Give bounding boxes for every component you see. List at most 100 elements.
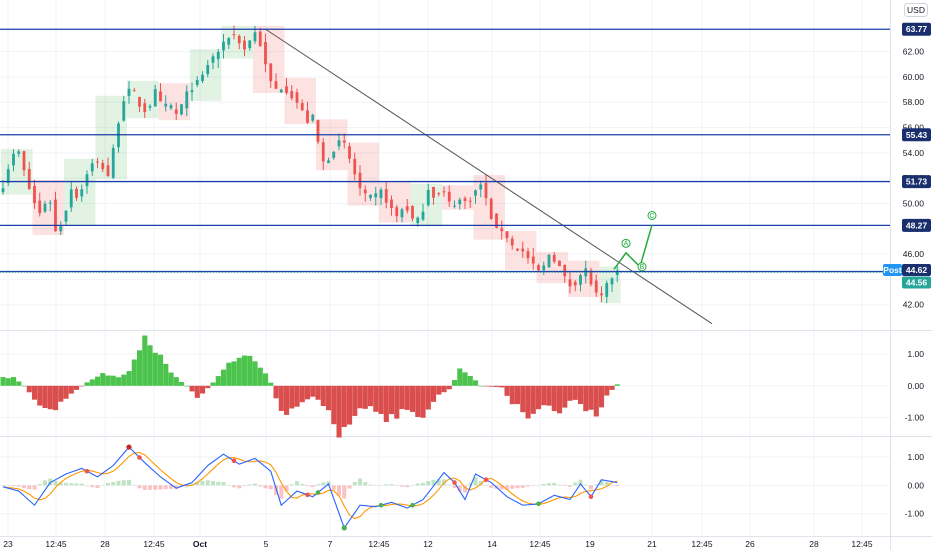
post-price-text: 44.62 [906, 265, 928, 275]
histogram-bar [147, 345, 153, 386]
candle-body [180, 104, 183, 115]
candle-body [573, 281, 577, 286]
histogram-bar [415, 385, 421, 417]
candle-body [411, 206, 414, 219]
candle-body [12, 153, 15, 166]
price-tick-label: 56.00 [903, 123, 925, 133]
wave-projection[interactable]: A B C [613, 210, 657, 272]
histogram-bar [310, 385, 316, 397]
session-box [599, 266, 621, 304]
candle-body [27, 169, 31, 189]
price-axis[interactable]: 42.0044.0046.0048.0050.0052.0054.0056.00… [903, 3, 928, 519]
candle-body [437, 193, 441, 195]
trendline[interactable] [264, 28, 713, 325]
stoch-diff-bar [505, 485, 509, 490]
candle-body [300, 103, 304, 111]
stoch-diff-bar [142, 485, 147, 491]
session-box [95, 95, 127, 180]
stoch-diff-bar [515, 485, 520, 489]
session-box [410, 183, 442, 227]
wave-path[interactable] [613, 224, 653, 270]
osc-tick-label: 0.00 [907, 381, 924, 391]
candle-body [185, 91, 189, 109]
histogram-bar [305, 385, 311, 400]
histogram-bar [467, 376, 473, 386]
stoch-diff-bar [158, 485, 163, 490]
candle-body [353, 158, 357, 175]
stoch-diff-bar [610, 484, 614, 486]
histogram-bar [452, 380, 458, 386]
histogram-bar [21, 385, 27, 387]
stoch-diff-bar [216, 481, 221, 486]
histogram-bar [494, 385, 500, 387]
session-box [442, 185, 474, 210]
histogram-bar [194, 385, 200, 398]
stoch-diff-bar [174, 485, 179, 489]
stoch-diff-bar [22, 485, 26, 489]
level-tag-55.43-text: 55.43 [906, 130, 928, 140]
candle-body [337, 140, 341, 147]
session-box [568, 260, 600, 297]
currency-selector[interactable]: USD [904, 3, 928, 17]
candle-body [243, 40, 246, 50]
candle-body [605, 283, 609, 297]
histogram-bar [184, 385, 190, 387]
session-box [253, 25, 285, 93]
time-axis[interactable]: 23 12:45 28 12:45 Oct 5 7 12:45 12 14 12:45 19 21 12:… [3, 539, 873, 549]
histogram-bar [252, 361, 258, 386]
histogram-bar [221, 369, 227, 386]
candle-body [148, 106, 152, 108]
stoch-diff-bar [352, 481, 357, 486]
currency-box[interactable] [904, 3, 928, 17]
histogram-bar [457, 368, 463, 386]
histogram-bar [541, 385, 547, 406]
time-tick-label: 23 [3, 539, 13, 549]
stoch-diff-bar [69, 483, 74, 486]
histogram-bar [137, 350, 143, 386]
histogram-bar [525, 385, 531, 419]
histogram-bar [604, 385, 610, 396]
stoch-diff-bar [11, 485, 16, 487]
stoch-diff-bar [421, 482, 425, 486]
candle-body [363, 189, 367, 194]
trendline-segment[interactable] [264, 28, 713, 325]
candle-body [248, 40, 252, 49]
stoch-diff-bar [342, 485, 347, 499]
histogram-bar [257, 367, 263, 386]
session-box [505, 231, 537, 270]
histogram-bar [551, 385, 557, 412]
histogram-bar [504, 385, 510, 396]
cross-dot [483, 477, 489, 483]
candle-body [122, 101, 126, 121]
session-box [127, 80, 159, 119]
histogram-bar [236, 357, 242, 386]
histogram-bar [79, 385, 85, 387]
stoch-diff-bar [463, 485, 467, 493]
histogram-bar [315, 385, 321, 400]
stoch-diff-bar [211, 481, 215, 486]
candle-body [279, 89, 283, 93]
candle-body [537, 265, 540, 271]
stoch-diff-bar [232, 485, 236, 488]
session-box [536, 251, 568, 284]
candle-body [206, 65, 210, 75]
candle-body [227, 38, 231, 45]
stoch-diff-bar [520, 485, 525, 488]
stoch-diff-bar [295, 481, 299, 486]
histogram-bar [68, 385, 74, 394]
candle-body [516, 248, 519, 251]
level-tag-63.77: 63.77 [902, 22, 931, 36]
histogram-bar [215, 376, 221, 386]
stoch-diff-bar [583, 484, 588, 486]
stoch-diff-bar [426, 481, 431, 486]
histogram-bar [32, 385, 38, 400]
level-tag-51.73-box [902, 175, 931, 189]
level-lines[interactable] [0, 28, 890, 273]
candle-body [64, 210, 68, 222]
histogram-bar [446, 385, 452, 390]
candle-body [101, 162, 105, 170]
stoch-diff-bar [163, 485, 168, 490]
price-tick-label: 46.00 [903, 249, 925, 259]
candle-body [316, 120, 320, 142]
